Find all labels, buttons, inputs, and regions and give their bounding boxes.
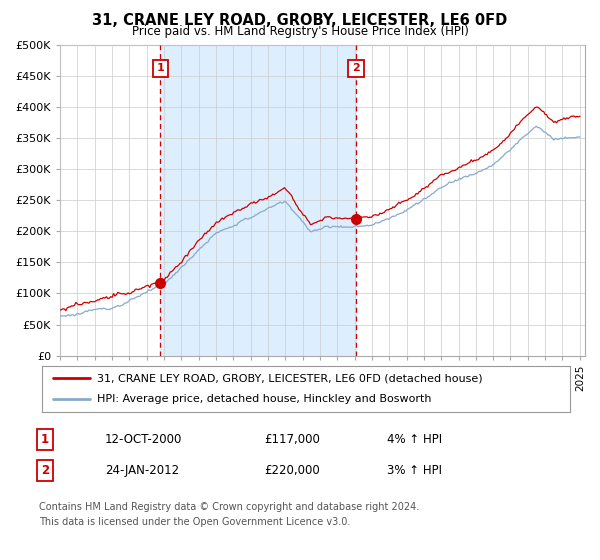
Text: 1: 1 — [41, 433, 49, 446]
Text: 31, CRANE LEY ROAD, GROBY, LEICESTER, LE6 0FD (detached house): 31, CRANE LEY ROAD, GROBY, LEICESTER, LE… — [97, 373, 483, 383]
Text: 12-OCT-2000: 12-OCT-2000 — [105, 433, 182, 446]
Text: £117,000: £117,000 — [264, 433, 320, 446]
Text: 4% ↑ HPI: 4% ↑ HPI — [387, 433, 442, 446]
Text: 2: 2 — [41, 464, 49, 477]
Text: 1: 1 — [157, 63, 164, 73]
Text: HPI: Average price, detached house, Hinckley and Bosworth: HPI: Average price, detached house, Hinc… — [97, 394, 432, 404]
Text: 3% ↑ HPI: 3% ↑ HPI — [387, 464, 442, 477]
Text: 2: 2 — [352, 63, 359, 73]
Text: 24-JAN-2012: 24-JAN-2012 — [105, 464, 179, 477]
Text: Price paid vs. HM Land Registry's House Price Index (HPI): Price paid vs. HM Land Registry's House … — [131, 25, 469, 38]
Text: £220,000: £220,000 — [264, 464, 320, 477]
Bar — [160, 45, 356, 356]
Text: 31, CRANE LEY ROAD, GROBY, LEICESTER, LE6 0FD: 31, CRANE LEY ROAD, GROBY, LEICESTER, LE… — [92, 13, 508, 28]
Text: Contains HM Land Registry data © Crown copyright and database right 2024.
This d: Contains HM Land Registry data © Crown c… — [39, 502, 419, 527]
